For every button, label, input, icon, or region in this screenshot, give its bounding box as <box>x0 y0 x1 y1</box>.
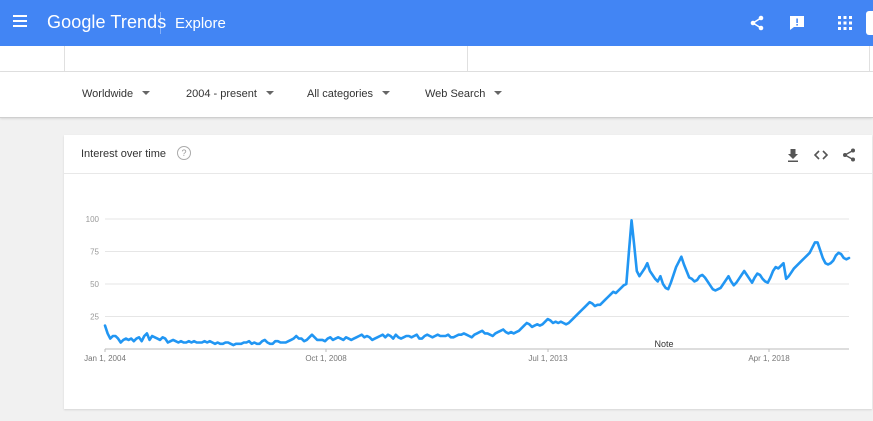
search-term-divider <box>64 46 65 71</box>
interest-over-time-card: Interest over time ? 25 50 75 100 Jan 1, 200… <box>64 135 872 409</box>
header-divider <box>160 12 161 34</box>
region-dropdown[interactable]: Worldwide <box>82 88 151 100</box>
chevron-down-icon <box>382 91 391 96</box>
search-term-divider <box>869 46 870 71</box>
feedback-icon[interactable] <box>788 14 806 32</box>
account-button[interactable] <box>866 11 873 35</box>
x-tick-label: Jul 1, 2013 <box>528 354 568 363</box>
y-tick-label: 75 <box>90 248 99 257</box>
help-icon[interactable]: ? <box>177 146 191 160</box>
menu-icon[interactable] <box>13 15 27 27</box>
x-tick-label: Apr 1, 2018 <box>748 354 790 363</box>
page-title: Explore <box>175 15 226 32</box>
search-terms-bar <box>0 46 873 72</box>
category-label: All categories <box>307 88 374 100</box>
search-term-divider <box>467 46 468 71</box>
category-dropdown[interactable]: All categories <box>307 88 391 100</box>
search-type-dropdown[interactable]: Web Search <box>425 88 503 100</box>
time-range-dropdown[interactable]: 2004 - present <box>186 88 274 100</box>
filter-bar: Worldwide 2004 - present All categories … <box>0 72 873 118</box>
y-tick-label: 25 <box>90 313 99 322</box>
card-title: Interest over time <box>81 148 166 160</box>
card-divider <box>64 173 872 174</box>
chevron-down-icon <box>494 91 503 96</box>
app-header: Google Trends Explore <box>0 0 873 46</box>
apps-grid-icon[interactable] <box>836 14 854 32</box>
chevron-down-icon <box>265 91 274 96</box>
region-label: Worldwide <box>82 88 134 100</box>
share-icon[interactable] <box>748 14 766 32</box>
x-tick-label: Jan 1, 2004 <box>84 354 126 363</box>
download-icon[interactable] <box>785 147 801 163</box>
google-trends-logo[interactable]: Google Trends <box>47 12 167 32</box>
share-icon[interactable] <box>841 147 857 163</box>
embed-code-icon[interactable] <box>813 147 829 163</box>
note-annotation: Note <box>654 339 673 349</box>
interest-over-time-chart[interactable]: 25 50 75 100 Jan 1, 2004 Oct 1, 2008 Jul 1, 20… <box>64 175 872 409</box>
time-range-label: 2004 - present <box>186 88 257 100</box>
search-type-label: Web Search <box>425 88 486 100</box>
y-tick-label: 50 <box>90 280 99 289</box>
interest-series-line <box>103 218 851 347</box>
x-tick-label: Oct 1, 2008 <box>305 354 347 363</box>
chevron-down-icon <box>142 91 151 96</box>
y-tick-label: 100 <box>86 215 100 224</box>
